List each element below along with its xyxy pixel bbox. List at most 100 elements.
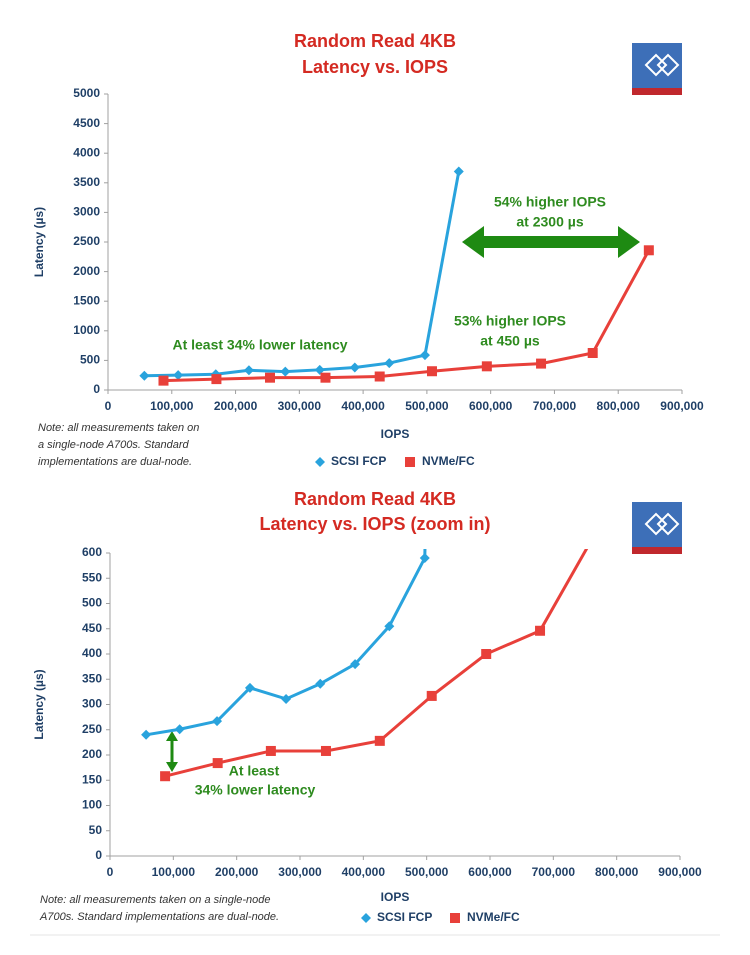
marker — [535, 625, 546, 636]
x-tick-label: 600,000 — [468, 865, 512, 879]
note: A700s. Standard implementations are dual… — [39, 911, 279, 923]
x-tick-label: 900,000 — [658, 865, 702, 879]
x-tick-label: 300,000 — [278, 865, 322, 879]
note: Note: all measurements taken on a single… — [40, 894, 271, 906]
legend-label: NVMe/FC — [422, 454, 475, 468]
x-axis-label: IOPS — [381, 890, 410, 904]
x-axis-label: IOPS — [381, 427, 410, 441]
marker — [264, 372, 275, 383]
y-tick-label: 0 — [93, 382, 100, 396]
x-tick-label: 200,000 — [215, 865, 259, 879]
annotation: at 2300 µs — [516, 214, 583, 230]
series-line — [144, 171, 461, 378]
legend-marker — [315, 457, 325, 467]
annotation: 54% higher IOPS — [494, 194, 606, 210]
x-tick-label: 100,000 — [152, 865, 196, 879]
annotation: 53% higher IOPS — [454, 313, 566, 329]
marker — [139, 370, 150, 381]
y-axis-label: Latency (µs) — [32, 669, 46, 739]
y-tick-label: 4000 — [73, 145, 100, 159]
arrow — [166, 731, 178, 772]
marker — [320, 745, 331, 756]
y-tick-label: 300 — [82, 697, 102, 711]
x-tick-label: 900,000 — [660, 399, 704, 413]
x-tick-label: 300,000 — [278, 399, 322, 413]
y-tick-label: 600 — [82, 545, 102, 559]
annotation: At least 34% lower latency — [172, 337, 347, 353]
marker — [174, 724, 185, 735]
x-tick-label: 0 — [107, 865, 114, 879]
y-tick-label: 500 — [82, 596, 102, 610]
marker — [481, 649, 492, 659]
legend-label: NVMe/FC — [467, 910, 520, 924]
marker — [211, 374, 222, 385]
marker — [280, 366, 291, 377]
y-tick-label: 350 — [82, 671, 102, 685]
x-tick-label: 500,000 — [405, 399, 449, 413]
y-tick-label: 50 — [89, 823, 103, 837]
marker — [212, 758, 223, 769]
series-line — [164, 549, 589, 778]
chart-title: Latency vs. IOPS — [302, 57, 448, 77]
legend-label: SCSI FCP — [331, 454, 386, 468]
marker — [265, 745, 276, 756]
x-tick-label: 700,000 — [533, 399, 577, 413]
logo — [632, 502, 682, 554]
x-tick-label: 0 — [105, 399, 112, 413]
marker — [586, 535, 596, 545]
x-tick-label: 400,000 — [341, 399, 385, 413]
plot-area — [139, 166, 654, 386]
marker — [419, 553, 430, 564]
y-tick-label: 3000 — [73, 205, 100, 219]
marker — [643, 245, 654, 256]
y-tick-label: 150 — [82, 772, 102, 786]
marker — [314, 364, 325, 375]
y-tick-label: 2500 — [73, 234, 100, 248]
y-tick-label: 1000 — [73, 323, 100, 337]
marker — [349, 362, 360, 373]
y-tick-label: 550 — [82, 570, 102, 584]
x-tick-label: 800,000 — [597, 399, 641, 413]
note: implementations are dual-node. — [38, 456, 192, 468]
marker — [160, 771, 171, 782]
chart-title: Random Read 4KB — [294, 489, 456, 509]
chart-title: Latency vs. IOPS (zoom in) — [259, 514, 490, 534]
chart-title: Random Read 4KB — [294, 31, 456, 51]
legend-marker — [361, 913, 371, 923]
marker — [281, 693, 292, 704]
y-tick-label: 3500 — [73, 175, 100, 189]
x-tick-label: 100,000 — [150, 399, 194, 413]
series-line — [145, 549, 427, 737]
marker — [315, 678, 326, 689]
y-tick-label: 400 — [82, 646, 102, 660]
x-tick-label: 600,000 — [469, 399, 513, 413]
marker — [243, 365, 254, 376]
marker — [244, 682, 255, 693]
logo — [632, 43, 682, 95]
annotation: At least — [229, 763, 280, 779]
y-tick-label: 0 — [95, 848, 102, 862]
legend-label: SCSI FCP — [377, 910, 432, 924]
marker — [384, 621, 395, 632]
marker — [384, 358, 395, 369]
x-tick-label: 200,000 — [214, 399, 258, 413]
marker — [374, 735, 385, 746]
x-tick-label: 800,000 — [595, 865, 639, 879]
note: a single-node A700s. Standard — [38, 439, 190, 451]
legend-marker — [450, 913, 460, 923]
y-tick-label: 500 — [80, 353, 100, 367]
marker — [212, 716, 223, 727]
annotation: 34% lower latency — [195, 782, 316, 798]
note: Note: all measurements taken on — [38, 422, 199, 434]
y-axis-label: Latency (µs) — [32, 207, 46, 277]
y-tick-label: 450 — [82, 621, 102, 635]
marker — [453, 166, 464, 177]
y-tick-label: 250 — [82, 722, 102, 736]
legend-marker — [405, 457, 415, 467]
plot-area — [141, 535, 596, 782]
y-tick-label: 1500 — [73, 293, 100, 307]
marker — [536, 358, 547, 369]
x-tick-label: 700,000 — [532, 865, 576, 879]
marker — [374, 371, 385, 382]
